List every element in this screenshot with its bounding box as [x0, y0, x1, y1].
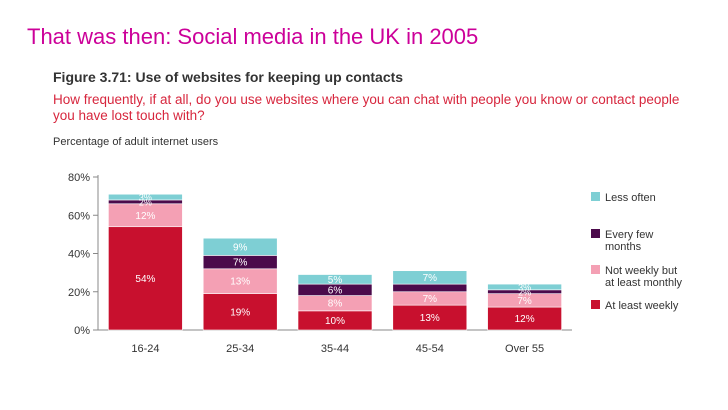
data-label: 12% — [135, 211, 155, 222]
data-label: 54% — [135, 274, 155, 285]
data-label: 8% — [328, 299, 343, 310]
bar-segment — [108, 193, 183, 201]
data-label: 19% — [230, 307, 250, 318]
slide-title: That was then: Social media in the UK in… — [27, 24, 479, 49]
bar-segment — [392, 283, 468, 293]
chart-subtitle: Percentage of adult internet users — [53, 136, 219, 148]
data-label: 3% — [518, 282, 531, 292]
legend-label: months — [605, 241, 642, 253]
survey-question: How frequently, if at all, do you use we… — [53, 92, 680, 123]
x-tick-label: 35-44 — [321, 343, 349, 355]
data-label: 2% — [139, 197, 152, 207]
y-tick-label: 20% — [68, 287, 90, 299]
bar-segment — [392, 304, 468, 331]
bar-segment — [108, 226, 183, 331]
data-label: 13% — [230, 277, 250, 288]
x-tick-label: 45-54 — [416, 343, 444, 355]
x-tick-label: Over 55 — [505, 343, 544, 355]
data-label: 3% — [139, 193, 152, 203]
legend-label: Every few — [605, 229, 653, 241]
y-tick-label: 40% — [68, 249, 90, 261]
y-tick-label: 80% — [68, 172, 90, 184]
bar-segment — [202, 293, 278, 331]
legend-label: Less often — [605, 192, 656, 204]
bar-segment — [202, 237, 278, 256]
legend-label: Not weekly but — [605, 265, 677, 277]
y-tick-label: 0% — [74, 325, 90, 337]
data-label: 12% — [515, 314, 535, 325]
bar-segment — [297, 274, 373, 285]
data-label: 7% — [423, 273, 438, 284]
legend-swatch — [591, 192, 600, 201]
data-label: 7% — [423, 294, 438, 305]
legend-label: at least monthly — [605, 277, 683, 289]
y-tick-label: 60% — [68, 210, 90, 222]
x-tick-label: 16-24 — [131, 343, 159, 355]
bar-segment — [202, 268, 278, 294]
data-label: 2% — [518, 287, 531, 297]
legend-label: At least weekly — [605, 300, 679, 312]
data-label: 7% — [517, 296, 532, 307]
bar-segment — [392, 270, 468, 285]
legend-swatch — [591, 229, 600, 238]
data-label: 9% — [233, 242, 248, 253]
legend-swatch — [591, 300, 600, 309]
x-tick-label: 25-34 — [226, 343, 254, 355]
legend-swatch — [591, 265, 600, 274]
data-label: 5% — [328, 275, 343, 286]
data-label: 10% — [325, 316, 345, 327]
data-label: 6% — [328, 285, 343, 296]
bar-segment — [487, 283, 562, 291]
figure-title: Figure 3.71: Use of websites for keeping… — [53, 69, 404, 85]
data-label: 13% — [420, 313, 440, 324]
data-label: 7% — [233, 258, 248, 269]
